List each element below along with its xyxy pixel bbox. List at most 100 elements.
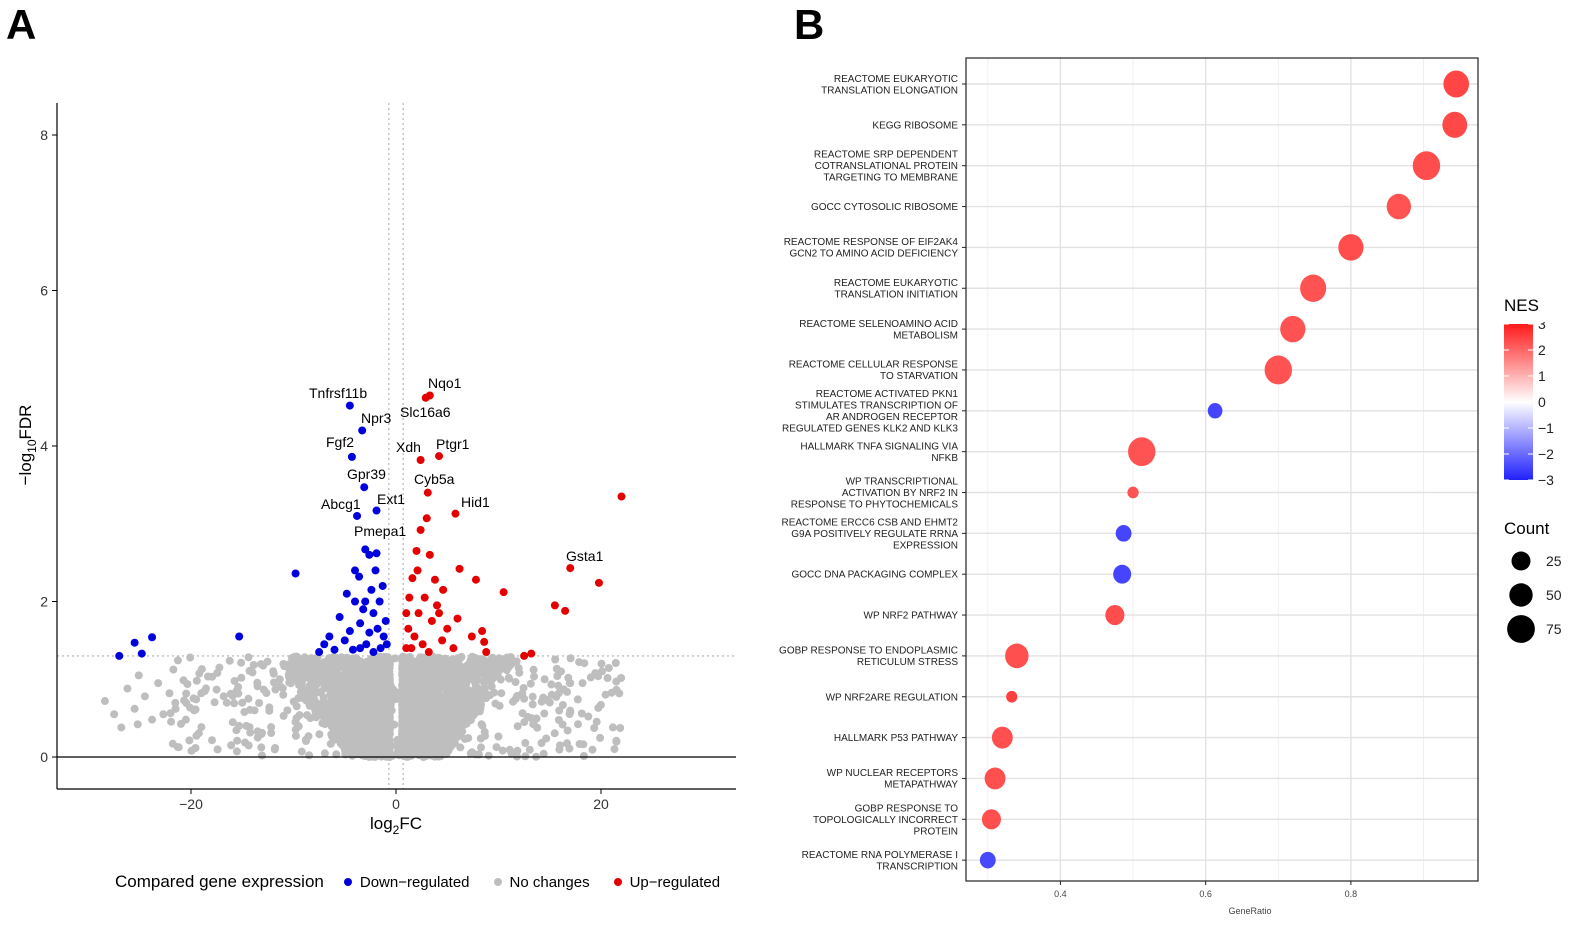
background-point bbox=[418, 719, 426, 728]
background-point bbox=[212, 685, 221, 694]
background-point bbox=[242, 721, 251, 730]
background-point bbox=[410, 689, 419, 698]
background-point bbox=[383, 716, 392, 725]
background-point bbox=[554, 689, 563, 698]
background-point bbox=[232, 726, 241, 735]
down-point bbox=[235, 632, 244, 641]
background-point bbox=[530, 672, 538, 681]
background-point bbox=[364, 690, 372, 699]
background-point bbox=[492, 658, 500, 667]
background-point bbox=[547, 680, 556, 689]
y-axis-title: −log10FDR bbox=[16, 405, 39, 486]
term-label: HALLMARK P53 PATHWAY bbox=[834, 733, 958, 744]
background-point bbox=[566, 679, 575, 688]
background-point bbox=[385, 656, 394, 665]
background-point bbox=[351, 697, 360, 705]
background-point bbox=[285, 667, 294, 676]
term-label: G9A POSITIVELY REGULATE RRNA bbox=[791, 529, 958, 540]
background-point bbox=[173, 656, 182, 665]
down-point bbox=[291, 569, 300, 578]
up-point bbox=[430, 575, 439, 584]
background-point bbox=[347, 661, 356, 670]
background-point bbox=[376, 693, 385, 702]
background-point bbox=[305, 701, 314, 710]
background-point bbox=[612, 737, 621, 746]
term-dot bbox=[1005, 643, 1029, 669]
term-label: AR ANDROGEN RECEPTOR bbox=[826, 412, 958, 423]
legend-dot-up bbox=[613, 878, 622, 886]
background-point bbox=[511, 678, 520, 686]
background-point bbox=[197, 723, 206, 732]
up-point bbox=[439, 585, 448, 594]
background-point bbox=[377, 705, 385, 714]
background-point bbox=[159, 710, 168, 719]
background-point bbox=[477, 700, 485, 709]
background-point bbox=[311, 708, 320, 717]
background-point bbox=[348, 707, 357, 716]
labeled-gene-point bbox=[347, 452, 356, 461]
term-label: COTRANSLATIONAL PROTEIN bbox=[815, 161, 958, 172]
background-point bbox=[448, 667, 456, 676]
background-point bbox=[429, 724, 438, 733]
background-point bbox=[411, 749, 419, 758]
background-point bbox=[279, 690, 288, 699]
background-point bbox=[565, 744, 574, 753]
up-point bbox=[561, 606, 570, 615]
background-point bbox=[514, 664, 523, 673]
background-point bbox=[540, 709, 549, 718]
background-point bbox=[456, 743, 465, 752]
background-point bbox=[604, 664, 613, 672]
down-point bbox=[372, 549, 381, 558]
background-point bbox=[554, 716, 563, 724]
y-tick-label: 4 bbox=[40, 438, 48, 454]
background-point bbox=[182, 689, 191, 698]
down-point bbox=[315, 648, 324, 657]
term-label: REACTOME RNA POLYMERASE I bbox=[802, 850, 958, 861]
down-point bbox=[148, 633, 157, 642]
term-dot bbox=[991, 726, 1013, 749]
background-point bbox=[210, 698, 219, 707]
background-point bbox=[317, 687, 326, 696]
background-point bbox=[486, 691, 495, 700]
term-dot bbox=[1127, 486, 1139, 499]
down-point bbox=[330, 645, 339, 654]
background-point bbox=[578, 679, 587, 688]
background-point bbox=[244, 694, 253, 703]
background-point bbox=[287, 679, 295, 688]
nes-tick-label: 2 bbox=[1538, 342, 1546, 358]
background-point bbox=[487, 682, 496, 691]
background-point bbox=[440, 666, 449, 675]
up-point bbox=[478, 627, 487, 636]
up-point bbox=[427, 616, 436, 625]
background-point bbox=[171, 704, 180, 713]
background-point bbox=[416, 653, 425, 662]
background-point bbox=[429, 711, 438, 720]
count-key-dot bbox=[1509, 583, 1533, 607]
up-point bbox=[550, 601, 559, 610]
background-point bbox=[323, 670, 331, 679]
up-point bbox=[443, 624, 452, 633]
background-point bbox=[463, 704, 472, 713]
background-point bbox=[371, 739, 380, 747]
x-tick-label: 0 bbox=[392, 796, 400, 812]
term-label: RETICULUM STRESS bbox=[857, 657, 958, 668]
term-dot bbox=[1207, 403, 1223, 419]
gene-label: Nqo1 bbox=[428, 375, 462, 391]
up-point bbox=[435, 609, 444, 618]
dotplot-points bbox=[979, 70, 1470, 869]
background-point bbox=[458, 673, 467, 682]
term-label: WP NUCLEAR RECEPTORS bbox=[827, 768, 959, 779]
background-point bbox=[169, 665, 178, 674]
background-point bbox=[374, 733, 383, 741]
up-point bbox=[405, 593, 414, 602]
legend-label-down: Down−regulated bbox=[359, 873, 470, 891]
background-point bbox=[502, 666, 511, 675]
background-point bbox=[213, 745, 222, 754]
down-point bbox=[130, 638, 139, 647]
down-point bbox=[325, 632, 334, 641]
volcano-background-points bbox=[100, 652, 626, 761]
background-point bbox=[168, 739, 177, 748]
background-point bbox=[183, 680, 192, 689]
background-point bbox=[574, 720, 582, 729]
background-point bbox=[520, 694, 529, 703]
